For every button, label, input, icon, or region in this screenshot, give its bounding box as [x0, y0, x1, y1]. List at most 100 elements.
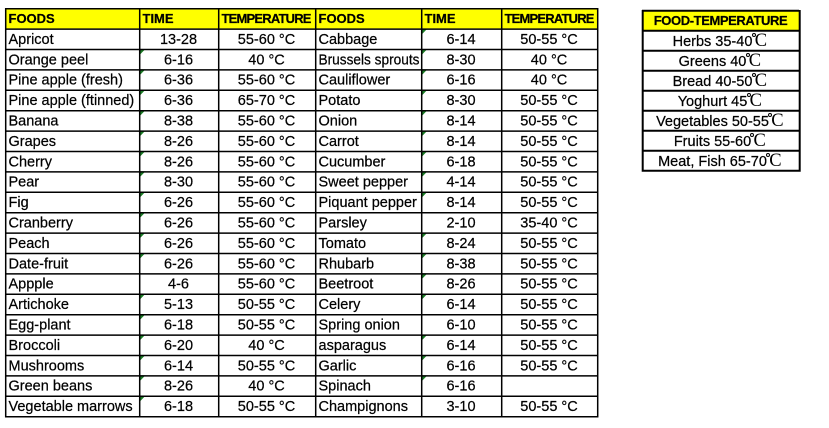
svg-text:Rhubarb: Rhubarb: [319, 256, 375, 272]
svg-text:Grapes: Grapes: [9, 134, 57, 150]
svg-text:Broccoli: Broccoli: [9, 338, 61, 354]
svg-text:55-60 °C: 55-60 °C: [238, 134, 295, 150]
svg-text:2-10: 2-10: [446, 216, 475, 232]
svg-text:40 °C: 40 °C: [531, 73, 567, 89]
svg-text:Apricot: Apricot: [9, 32, 54, 48]
svg-text:8-26: 8-26: [164, 154, 193, 170]
svg-text:50-55 °C: 50-55 °C: [238, 318, 295, 334]
svg-text:55-60 °C: 55-60 °C: [238, 195, 295, 211]
svg-text:50-55 °C: 50-55 °C: [520, 154, 577, 170]
svg-text:8-26: 8-26: [446, 277, 475, 293]
svg-text:Banana: Banana: [9, 114, 60, 130]
svg-text:8-30: 8-30: [446, 52, 475, 68]
svg-text:8-24: 8-24: [446, 236, 475, 252]
svg-text:6-16: 6-16: [446, 73, 475, 89]
svg-text:asparagus: asparagus: [319, 338, 387, 354]
svg-text:6-16: 6-16: [446, 358, 475, 374]
svg-text:Garlic: Garlic: [319, 358, 357, 374]
svg-text:50-55 °C: 50-55 °C: [238, 399, 295, 415]
svg-text:Vegetable marrows: Vegetable marrows: [9, 399, 133, 415]
svg-text:8-26: 8-26: [164, 379, 193, 395]
svg-text:50-55 °C: 50-55 °C: [520, 297, 577, 313]
svg-text:Yoghurt 45: Yoghurt 45: [678, 94, 748, 110]
svg-text:55-60 °C: 55-60 °C: [238, 256, 295, 272]
svg-text:6-18: 6-18: [164, 318, 193, 334]
svg-text:40 °C: 40 °C: [248, 379, 284, 395]
svg-text:FOODS: FOODS: [9, 11, 56, 26]
svg-text:55-60 °C: 55-60 °C: [238, 175, 295, 191]
svg-text:Carrot: Carrot: [319, 134, 359, 150]
svg-text:50-55 °C: 50-55 °C: [520, 277, 577, 293]
svg-text:50-55 °C: 50-55 °C: [238, 297, 295, 313]
svg-text:40 °C: 40 °C: [248, 338, 284, 354]
svg-text:Fig: Fig: [9, 195, 29, 211]
svg-text:FOODS: FOODS: [319, 11, 366, 26]
svg-text:55-60 °C: 55-60 °C: [238, 216, 295, 232]
svg-text:6-36: 6-36: [164, 73, 193, 89]
svg-text:Piquant pepper: Piquant pepper: [319, 195, 418, 211]
svg-text:Greens 40: Greens 40: [679, 54, 747, 70]
svg-text:5-13: 5-13: [164, 297, 193, 313]
svg-text:8-14: 8-14: [446, 134, 475, 150]
svg-text:8-38: 8-38: [164, 114, 193, 130]
svg-text:8-38: 8-38: [446, 256, 475, 272]
svg-text:3-10: 3-10: [446, 399, 475, 415]
svg-text:Celery: Celery: [319, 297, 362, 313]
svg-text:TIME: TIME: [425, 11, 456, 26]
svg-text:Peach: Peach: [9, 236, 50, 252]
svg-text:8-30: 8-30: [446, 93, 475, 109]
svg-text:50-55 °C: 50-55 °C: [238, 358, 295, 374]
svg-text:Meat, Fish 65-70: Meat, Fish 65-70: [658, 154, 767, 170]
svg-text:Cauliflower: Cauliflower: [319, 73, 391, 89]
svg-text:Potato: Potato: [319, 93, 361, 109]
svg-text:Date-fruit: Date-fruit: [9, 256, 69, 272]
svg-text:Vegetables 50-55: Vegetables 50-55: [656, 114, 769, 130]
svg-text:55-60 °C: 55-60 °C: [238, 277, 295, 293]
svg-text:8-14: 8-14: [446, 195, 475, 211]
svg-text:6-18: 6-18: [446, 154, 475, 170]
svg-text:50-55 °C: 50-55 °C: [520, 399, 577, 415]
svg-text:8-30: 8-30: [164, 175, 193, 191]
svg-text:Beetroot: Beetroot: [319, 277, 374, 293]
svg-text:Cherry: Cherry: [9, 154, 53, 170]
svg-text:Cranberry: Cranberry: [9, 216, 74, 232]
svg-text:TIME: TIME: [143, 11, 174, 26]
svg-text:4-14: 4-14: [446, 175, 475, 191]
svg-text:6-14: 6-14: [446, 338, 475, 354]
svg-text:4-6: 4-6: [168, 277, 189, 293]
svg-text:6-26: 6-26: [164, 236, 193, 252]
svg-text:Pear: Pear: [9, 175, 40, 191]
svg-text:6-26: 6-26: [164, 195, 193, 211]
svg-text:FOOD-TEMPERATURE: FOOD-TEMPERATURE: [654, 13, 788, 28]
svg-text:Green beans: Green beans: [9, 379, 93, 395]
svg-text:50-55 °C: 50-55 °C: [520, 175, 577, 191]
svg-text:50-55 °C: 50-55 °C: [520, 32, 577, 48]
svg-text:50-55 °C: 50-55 °C: [520, 236, 577, 252]
svg-text:65-70 °C: 65-70 °C: [238, 93, 295, 109]
svg-text:Pine apple (ftinned): Pine apple (ftinned): [9, 93, 135, 109]
svg-text:50-55 °C: 50-55 °C: [520, 114, 577, 130]
svg-text:8-26: 8-26: [164, 134, 193, 150]
svg-text:Tomato: Tomato: [319, 236, 367, 252]
svg-text:Spring onion: Spring onion: [319, 318, 400, 334]
svg-text:Herbs 35-40: Herbs 35-40: [673, 34, 753, 50]
svg-text:Bread 40-50: Bread 40-50: [673, 74, 753, 90]
svg-text:Fruits 55-60: Fruits 55-60: [674, 134, 751, 150]
svg-text:Artichoke: Artichoke: [9, 297, 69, 313]
svg-text:Onion: Onion: [319, 114, 358, 130]
svg-text:6-18: 6-18: [164, 399, 193, 415]
svg-text:50-55 °C: 50-55 °C: [520, 134, 577, 150]
svg-text:6-14: 6-14: [446, 297, 475, 313]
svg-text:Appple: Appple: [9, 277, 54, 293]
svg-text:40 °C: 40 °C: [248, 52, 284, 68]
svg-text:50-55 °C: 50-55 °C: [520, 358, 577, 374]
svg-text:55-60 °C: 55-60 °C: [238, 73, 295, 89]
svg-text:Cucumber: Cucumber: [319, 154, 386, 170]
svg-text:8-14: 8-14: [446, 114, 475, 130]
svg-text:6-20: 6-20: [164, 338, 193, 354]
svg-text:55-60 °C: 55-60 °C: [238, 114, 295, 130]
svg-text:Mushrooms: Mushrooms: [9, 358, 85, 374]
svg-text:6-10: 6-10: [446, 318, 475, 334]
svg-text:TEMPERATURE: TEMPERATURE: [505, 11, 595, 26]
svg-text:Parsley: Parsley: [319, 216, 368, 232]
